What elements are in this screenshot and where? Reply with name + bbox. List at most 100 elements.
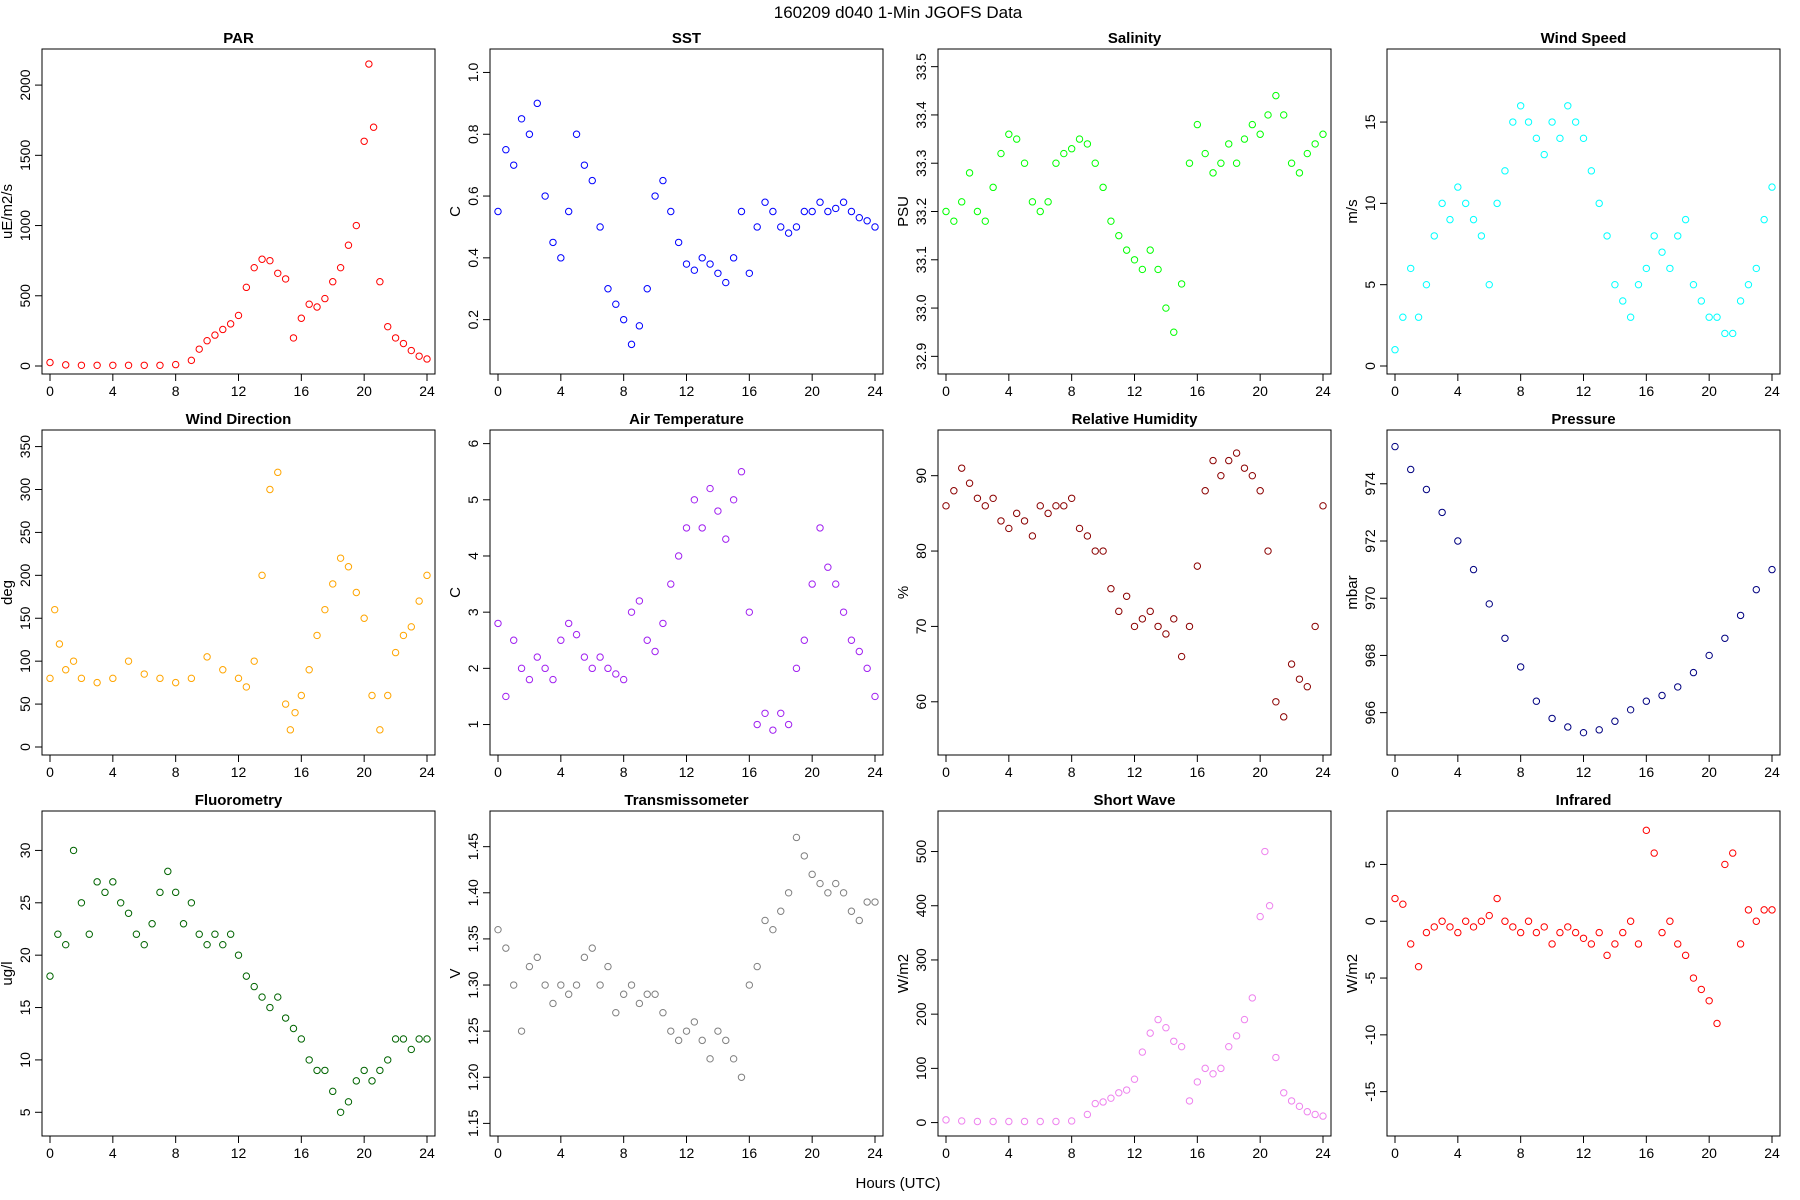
data-point bbox=[667, 207, 675, 216]
data-point bbox=[1272, 1053, 1280, 1062]
data-point bbox=[1548, 118, 1556, 126]
data-point bbox=[997, 517, 1005, 525]
data-point bbox=[1461, 199, 1470, 208]
data-point bbox=[1469, 923, 1478, 931]
data-point bbox=[942, 502, 950, 510]
data-points bbox=[942, 847, 1327, 1126]
x-tick-label: 4 bbox=[109, 764, 117, 780]
data-point bbox=[588, 664, 596, 673]
panel-wind-speed: Wind Speed 0 4 8 12 16 20 24 0 5 10 15 m/s bbox=[1344, 30, 1781, 399]
y-tick-label: 10 bbox=[17, 1052, 33, 1068]
data-point bbox=[124, 657, 133, 665]
data-point bbox=[313, 631, 321, 640]
data-point bbox=[1115, 1089, 1123, 1097]
data-point bbox=[171, 678, 180, 687]
x-tick-label: 8 bbox=[1517, 764, 1525, 780]
data-point bbox=[85, 930, 93, 938]
data-point bbox=[1454, 537, 1462, 545]
data-point bbox=[525, 675, 534, 684]
y-tick-label: 4 bbox=[465, 552, 481, 560]
data-point bbox=[1201, 1064, 1209, 1073]
data-point bbox=[784, 229, 793, 237]
x-tick-label: 24 bbox=[1764, 764, 1780, 780]
data-point bbox=[93, 878, 101, 886]
data-point bbox=[329, 1087, 337, 1096]
x-tick-label: 8 bbox=[172, 1145, 180, 1161]
x-tick-label: 20 bbox=[356, 1145, 372, 1161]
panel-title: SST bbox=[672, 30, 701, 47]
data-point bbox=[1044, 509, 1052, 518]
y-tick-label: 80 bbox=[913, 543, 929, 559]
y-tick-label: 1500 bbox=[17, 140, 33, 171]
data-point bbox=[1454, 928, 1462, 937]
y-tick-label: 1.40 bbox=[465, 879, 481, 906]
x-tick-label: 16 bbox=[1190, 1145, 1206, 1161]
x-tick-label: 4 bbox=[1005, 1145, 1013, 1161]
data-point bbox=[1146, 1029, 1154, 1037]
plot-frame bbox=[489, 48, 884, 375]
data-point bbox=[777, 907, 785, 915]
data-point bbox=[958, 1117, 966, 1125]
data-point bbox=[855, 213, 863, 222]
data-point bbox=[1619, 928, 1627, 937]
data-point bbox=[1674, 940, 1682, 948]
data-point bbox=[266, 1003, 274, 1012]
y-tick-label: 70 bbox=[913, 618, 929, 634]
data-point bbox=[1721, 860, 1729, 869]
data-point bbox=[1634, 280, 1643, 289]
data-point bbox=[1422, 928, 1431, 937]
y-tick-label: 100 bbox=[17, 649, 33, 673]
data-point bbox=[242, 683, 251, 691]
data-point bbox=[596, 653, 604, 661]
data-point bbox=[1438, 199, 1446, 208]
data-point bbox=[737, 468, 746, 476]
data-point bbox=[399, 1035, 408, 1043]
data-point bbox=[274, 468, 282, 477]
data-point bbox=[1287, 660, 1296, 668]
data-point bbox=[1666, 917, 1674, 925]
x-tick-label: 8 bbox=[1517, 1145, 1525, 1161]
data-point bbox=[195, 930, 203, 938]
data-point bbox=[1091, 547, 1099, 555]
y-tick-label: 1.45 bbox=[465, 833, 481, 860]
data-point bbox=[258, 571, 266, 580]
data-point bbox=[1501, 167, 1509, 175]
x-tick-label: 16 bbox=[1190, 764, 1206, 780]
data-point bbox=[407, 1045, 415, 1054]
data-point bbox=[1295, 1102, 1304, 1111]
x-tick-label: 0 bbox=[942, 1145, 950, 1161]
data-point bbox=[1287, 1097, 1296, 1105]
data-point bbox=[1485, 280, 1493, 289]
data-point bbox=[211, 930, 219, 938]
data-point bbox=[1438, 917, 1446, 925]
data-point bbox=[1634, 940, 1643, 948]
data-point bbox=[140, 670, 148, 678]
x-tick-label: 8 bbox=[172, 764, 180, 780]
data-point bbox=[109, 878, 117, 886]
data-point bbox=[1524, 118, 1533, 126]
data-point bbox=[1516, 928, 1525, 937]
data-point bbox=[667, 580, 675, 588]
data-point bbox=[753, 962, 761, 971]
data-point bbox=[274, 269, 282, 277]
data-point bbox=[1264, 547, 1272, 555]
data-point bbox=[839, 608, 848, 616]
data-point bbox=[1619, 297, 1627, 305]
data-point bbox=[1736, 940, 1745, 948]
data-point bbox=[352, 221, 361, 230]
x-tick-label: 20 bbox=[356, 764, 372, 780]
data-point bbox=[77, 361, 86, 369]
y-tick-label: 0 bbox=[17, 362, 33, 370]
y-axis-label: % bbox=[895, 586, 912, 599]
data-point bbox=[981, 502, 989, 510]
data-point bbox=[1705, 997, 1713, 1005]
data-point bbox=[1115, 607, 1123, 616]
x-tick-label: 0 bbox=[1391, 1145, 1399, 1161]
data-point bbox=[1130, 1075, 1139, 1083]
data-point bbox=[1477, 232, 1486, 240]
data-point bbox=[1540, 150, 1548, 159]
data-point bbox=[1067, 145, 1076, 153]
plot-frame bbox=[937, 429, 1332, 756]
x-tick-label: 24 bbox=[1315, 383, 1331, 399]
data-point bbox=[651, 192, 659, 200]
